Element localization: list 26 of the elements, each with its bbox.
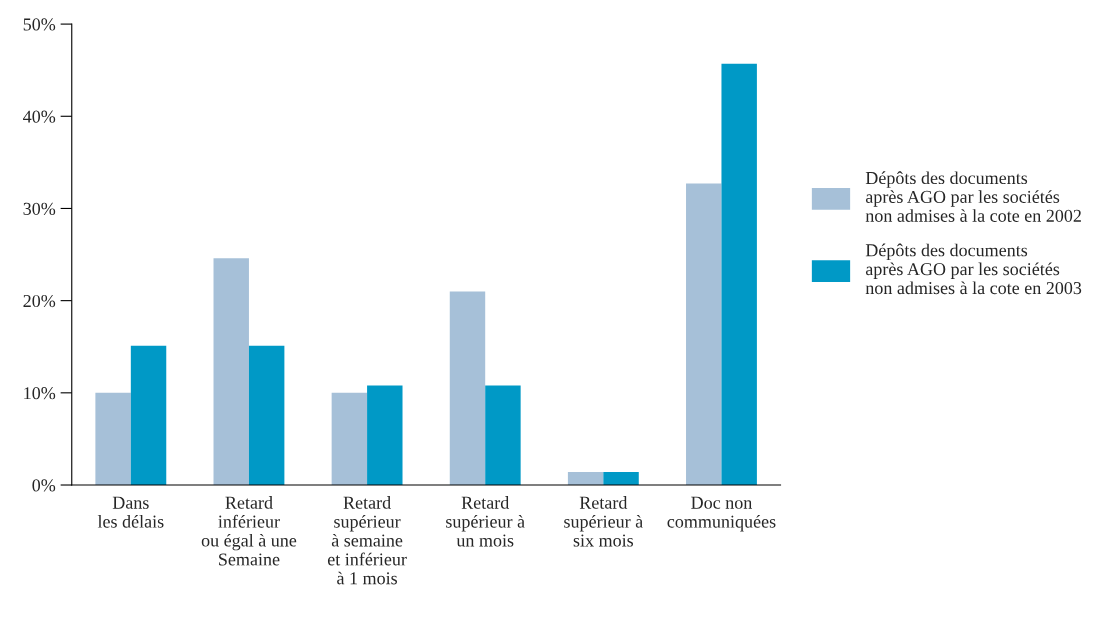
bar [130, 345, 167, 486]
bar [95, 392, 131, 486]
y-tick-label: 20% [23, 294, 56, 308]
bar [567, 472, 604, 486]
bar [331, 392, 368, 486]
x-tick-label: Dans les délais [97, 496, 164, 528]
bar [686, 183, 722, 486]
y-tick-label: 50% [23, 18, 56, 31]
y-tick-label: 0% [32, 479, 56, 492]
bar [449, 291, 486, 486]
x-tick-label: Retard supérieur à six mois [564, 496, 643, 547]
bar [603, 472, 639, 486]
x-tick-label: Retard supérieur à semaine et inférieur à 1 mois [327, 496, 407, 585]
bar [485, 385, 521, 486]
y-tick-label: 40% [23, 110, 56, 123]
bar [721, 63, 757, 486]
y-tick-label: 10% [24, 387, 56, 400]
x-tick-label: Retard inférieur ou égal à une Semaine [201, 496, 297, 566]
bar [213, 258, 249, 486]
bar [367, 385, 403, 486]
x-tick-label: Doc non communiquées [667, 496, 776, 532]
legend-label: Dépôts des documents après AGO par les sociétés non admises à la cote en 2003 [865, 243, 1082, 295]
x-tick-label: Retard supérieur à un mois [446, 496, 525, 547]
legend-label: Dépôts des documents après AGO par les sociétés non admises à la cote en 2002 [865, 171, 1081, 222]
y-tick-label: 30% [23, 202, 56, 215]
bar [248, 345, 285, 486]
